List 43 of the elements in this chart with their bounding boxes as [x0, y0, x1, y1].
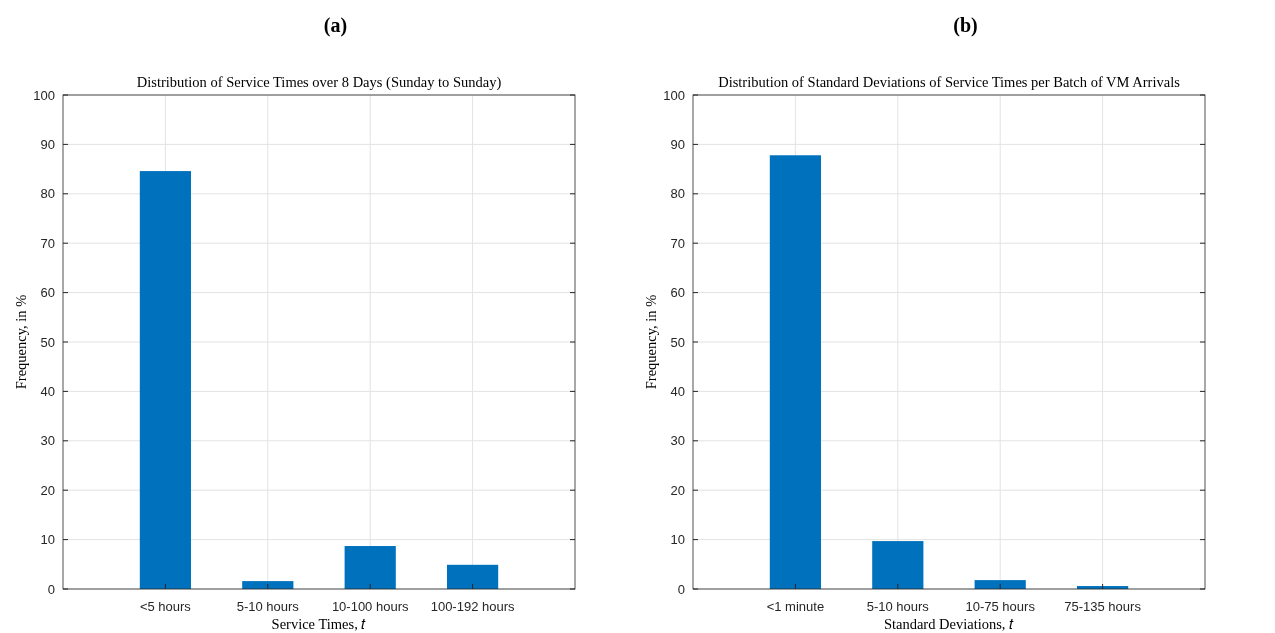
y-tick-label: 80: [670, 186, 685, 202]
chart-subtitle: Distribution of Standard Deviations of Service Times per Batch of VM Arrivals: [718, 74, 1181, 90]
y-tick-label: 60: [670, 285, 685, 301]
y-tick-label: 10: [40, 532, 55, 548]
y-tick-label: 80: [40, 186, 55, 202]
chart-subtitle: Distribution of Service Times over 8 Days (Sunday to Sunday): [136, 74, 502, 91]
bar: [872, 541, 924, 589]
y-tick-label: 50: [670, 334, 685, 350]
y-tick-label: 100: [33, 87, 55, 103]
y-tick-label: 20: [670, 482, 685, 498]
y-tick-label: 60: [40, 285, 55, 301]
y-axis-title: Frequency, in %: [13, 294, 29, 390]
x-axis-title: Standard Deviations, 𝑡: [883, 616, 1015, 632]
chart-title: (b): [953, 14, 978, 37]
bar: [769, 155, 821, 589]
x-tick-label: 75-135 hours: [1064, 599, 1142, 614]
bar: [447, 564, 499, 589]
x-tick-label: 100-192 hours: [430, 599, 516, 614]
y-axis-title: Frequency, in %: [643, 294, 659, 390]
x-tick-label: <1 minute: [766, 599, 825, 614]
y-tick-label: 90: [670, 136, 685, 152]
y-tick-label: 90: [40, 136, 55, 152]
y-tick-label: 50: [40, 334, 55, 350]
y-tick-label: 70: [670, 235, 685, 251]
y-tick-label: 10: [670, 532, 685, 548]
x-tick-label: 5-10 hours: [236, 599, 300, 614]
x-tick-label: 5-10 hours: [866, 599, 930, 614]
y-tick-label: 0: [47, 581, 55, 597]
bar: [139, 171, 191, 589]
x-tick-label: 10-75 hours: [965, 599, 1036, 614]
x-tick-label: <5 hours: [139, 599, 192, 614]
x-axis-title: Service Times, 𝑡: [271, 616, 367, 632]
y-tick-label: 40: [670, 383, 685, 399]
bar: [344, 546, 396, 589]
y-tick-label: 30: [40, 433, 55, 449]
chart-title: (a): [323, 14, 348, 37]
x-tick-label: 10-100 hours: [331, 599, 409, 614]
y-tick-label: 30: [670, 433, 685, 449]
y-tick-label: 0: [677, 581, 685, 597]
y-tick-label: 20: [40, 482, 55, 498]
y-tick-label: 40: [40, 383, 55, 399]
y-tick-label: 70: [40, 235, 55, 251]
y-tick-label: 100: [663, 87, 685, 103]
